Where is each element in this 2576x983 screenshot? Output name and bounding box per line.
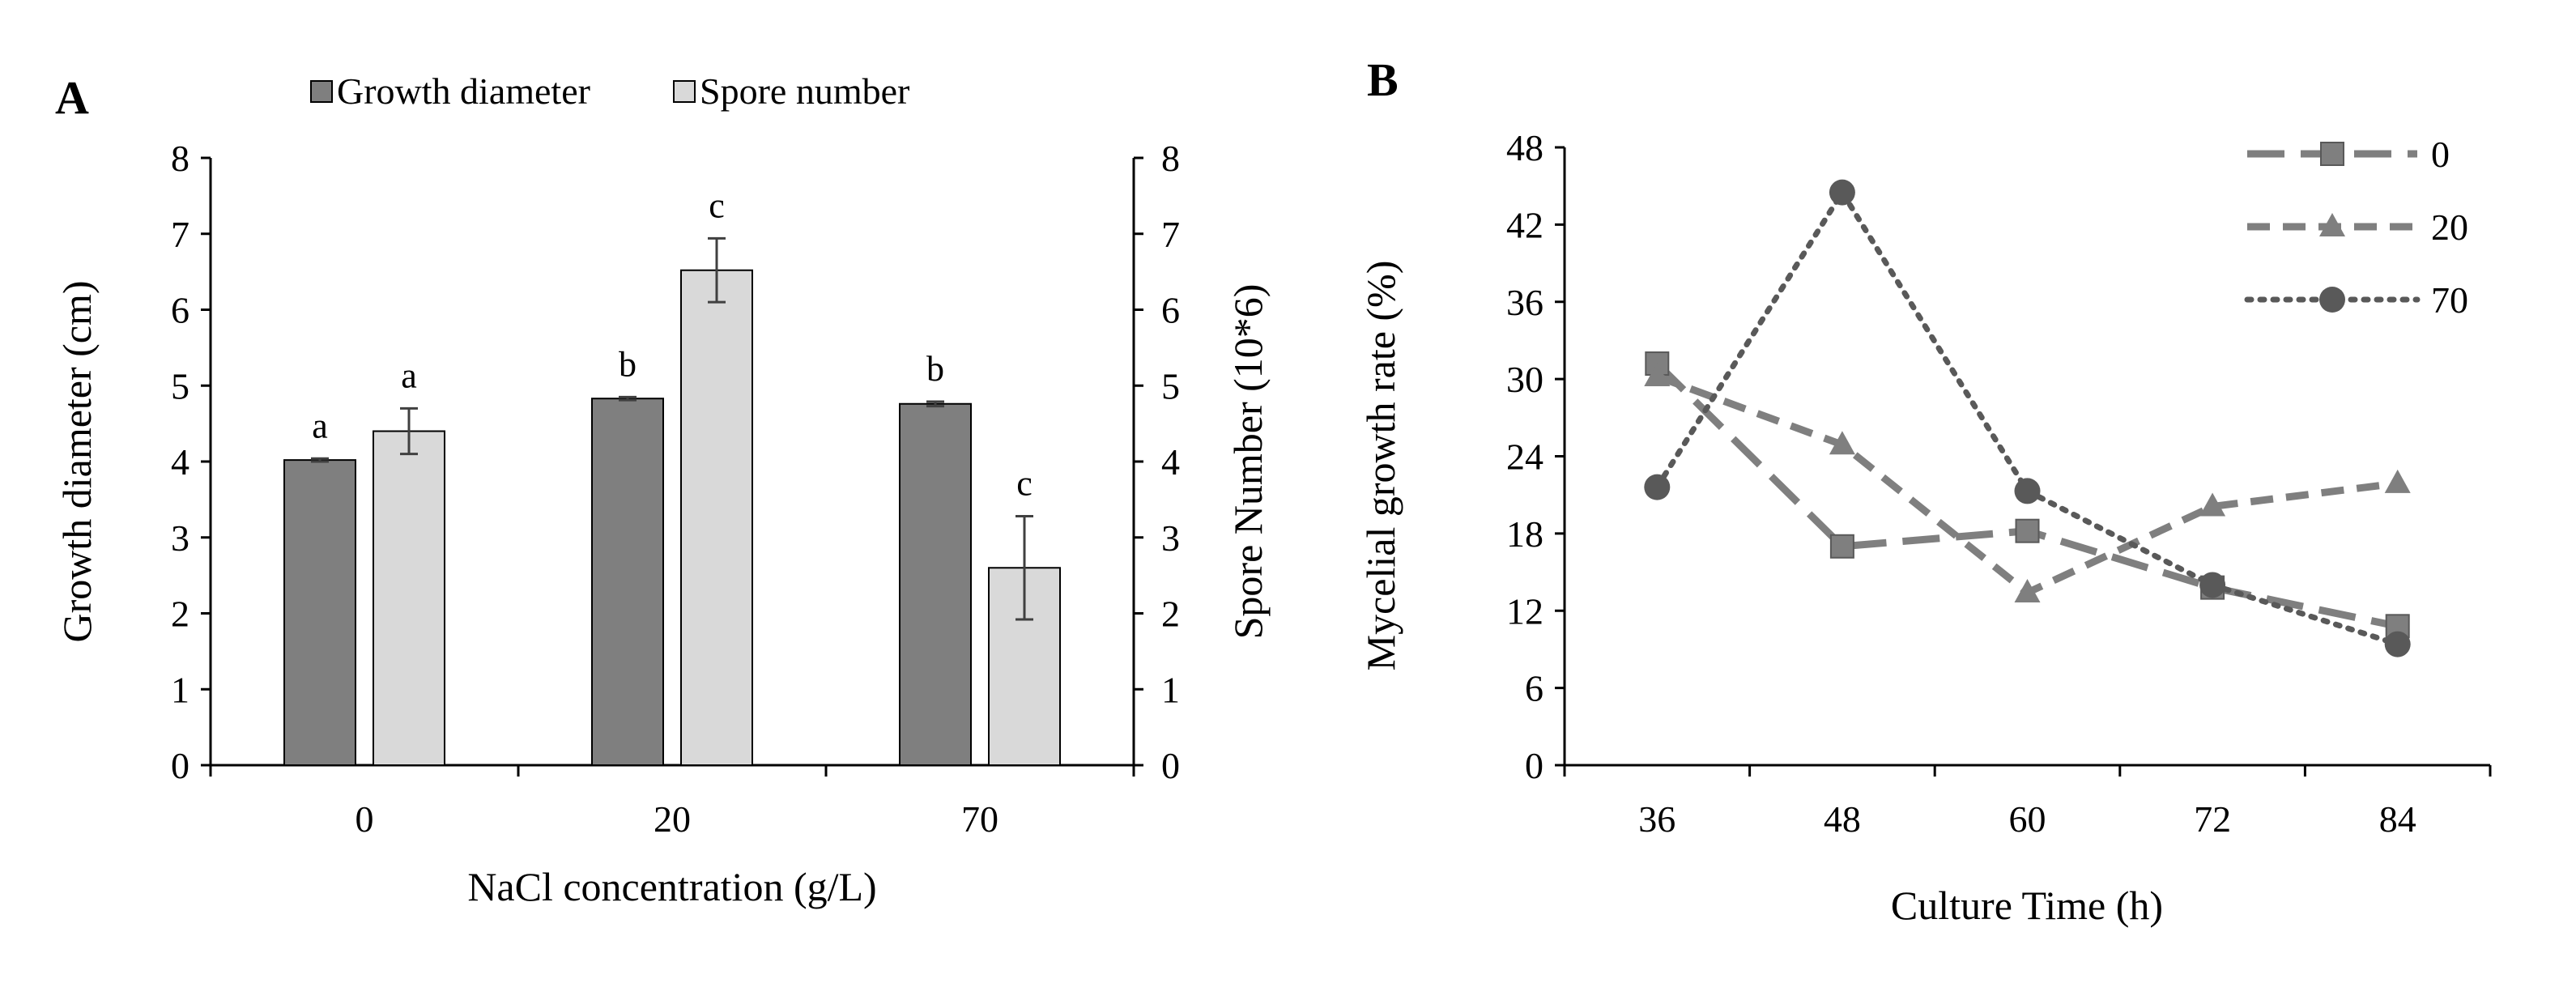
y-tick-label: 4 <box>171 441 189 483</box>
legend-marker-70 <box>2319 287 2345 313</box>
data-point-70 <box>2199 572 2226 598</box>
y-tick-label: 3 <box>171 517 189 559</box>
y-tick-label: 1 <box>171 669 189 710</box>
y-tick-label: 48 <box>1506 127 1543 168</box>
significance-letter: c <box>1016 464 1033 504</box>
panel-b-y-title: Mycelial growth rate (%) <box>1358 261 1403 671</box>
x-tick-label: 72 <box>2194 798 2231 840</box>
panel-b-legend: 0 20 70 <box>2244 134 2468 321</box>
data-point-20 <box>2384 469 2411 493</box>
significance-letter: c <box>709 185 725 225</box>
legend-label-70: 70 <box>2431 279 2468 321</box>
panel-a-x-title: NaCl concentration (g/L) <box>467 864 876 909</box>
bar-spore <box>373 430 445 766</box>
x-tick-label: 0 <box>356 798 374 840</box>
significance-letter: b <box>926 349 944 389</box>
legend-marker-20 <box>2319 213 2345 236</box>
legend-swatch-growth <box>310 80 333 103</box>
panel-a-y2-title: Spore Number (10*6) <box>1225 284 1271 640</box>
y2-tick-label: 4 <box>1161 441 1180 483</box>
y2-tick-label: 5 <box>1161 365 1180 406</box>
y2-tick-label: 3 <box>1161 517 1180 559</box>
data-point-0 <box>2015 518 2040 543</box>
y-tick-label: 6 <box>171 290 189 331</box>
data-point-70 <box>1829 179 1855 206</box>
panel-b-x-title: Culture Time (h) <box>1891 883 2163 928</box>
data-point-20 <box>1829 431 1855 455</box>
legend-label-20: 20 <box>2431 206 2468 248</box>
significance-letter: a <box>312 406 328 445</box>
panel-a: A Growth diameter Spore number 0 1 2 3 4 5 6 7 8… <box>54 70 1271 909</box>
y-tick-label: 30 <box>1506 359 1543 400</box>
legend-swatch-spore <box>673 80 696 103</box>
y-tick-label: 18 <box>1506 513 1543 555</box>
y2-tick-label: 6 <box>1161 290 1180 331</box>
y-tick-label: 12 <box>1506 590 1543 632</box>
data-point-70 <box>1644 474 1671 500</box>
panel-a-bars: a a b c b c <box>283 185 1061 766</box>
bar-growth <box>591 398 664 766</box>
x-tick-label: 36 <box>1638 798 1675 840</box>
y2-tick-label: 8 <box>1161 138 1180 179</box>
y2-tick-label: 1 <box>1161 669 1180 710</box>
legend-label-growth: Growth diameter <box>337 70 590 112</box>
data-point-70 <box>2384 631 2411 657</box>
panel-b-y-ticks: 0 6 12 18 24 30 36 42 48 <box>1506 127 1565 786</box>
bar-growth <box>283 459 356 766</box>
legend-marker-0 <box>2320 142 2344 166</box>
panel-b-lines <box>1644 179 2411 657</box>
significance-letter: a <box>401 355 417 395</box>
data-point-20 <box>1644 362 1671 386</box>
data-point-20 <box>2014 578 2041 602</box>
y2-tick-label: 7 <box>1161 214 1180 255</box>
y-tick-label: 5 <box>171 365 189 406</box>
x-tick-label: 20 <box>654 798 691 840</box>
y-tick-label: 0 <box>171 745 189 786</box>
y-tick-label: 8 <box>171 138 189 179</box>
y-tick-label: 24 <box>1506 436 1543 478</box>
panel-a-x-ticks: 0 20 70 <box>209 765 1135 840</box>
panel-a-legend: Growth diameter Spore number <box>310 70 909 112</box>
panel-a-y-title: Growth diameter (cm) <box>54 280 100 642</box>
bar-spore <box>680 269 753 766</box>
panel-a-y-ticks: 0 1 2 3 4 5 6 7 8 <box>171 138 211 786</box>
x-tick-label: 60 <box>2009 798 2046 840</box>
y-tick-label: 2 <box>171 594 189 635</box>
panel-a-y2-ticks: 0 1 2 3 4 5 6 7 8 <box>1134 138 1180 786</box>
data-point-0 <box>1829 534 1854 559</box>
legend-label-0: 0 <box>2431 134 2450 175</box>
y2-tick-label: 2 <box>1161 594 1180 635</box>
y-tick-label: 0 <box>1525 745 1543 786</box>
bar-growth <box>899 402 972 766</box>
y-tick-label: 36 <box>1506 282 1543 323</box>
y-tick-label: 42 <box>1506 204 1543 245</box>
x-tick-label: 84 <box>2379 798 2416 840</box>
panel-b-x-ticks: 36 48 60 72 84 <box>1563 765 2492 840</box>
legend-label-spore: Spore number <box>700 70 909 112</box>
significance-letter: b <box>619 344 637 384</box>
y2-tick-label: 0 <box>1161 745 1180 786</box>
y-tick-label: 7 <box>171 214 189 255</box>
x-tick-label: 48 <box>1824 798 1861 840</box>
panel-a-label: A <box>55 71 89 124</box>
panel-b: B 0 20 70 0 6 12 18 24 30 36 42 48 36 48 60 72 84 Cult… <box>1358 53 2492 928</box>
data-point-70 <box>2014 478 2041 504</box>
panel-b-label: B <box>1367 53 1399 106</box>
y-tick-label: 6 <box>1525 668 1543 709</box>
x-tick-label: 70 <box>961 798 998 840</box>
data-point-20 <box>2199 492 2226 517</box>
